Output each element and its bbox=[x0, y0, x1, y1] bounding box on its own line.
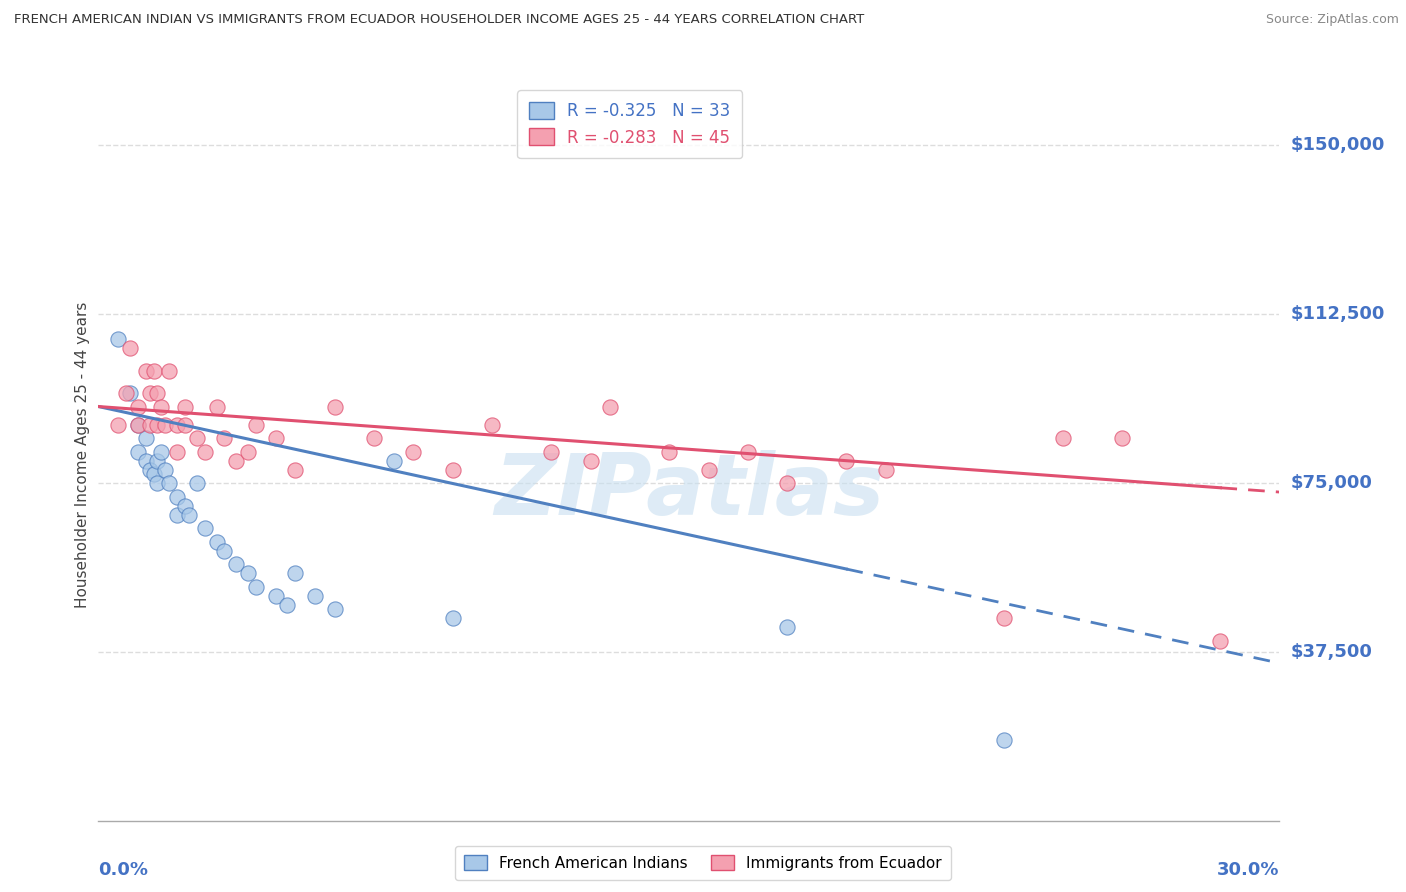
Point bbox=[157, 476, 180, 491]
Point bbox=[993, 732, 1015, 747]
Point bbox=[107, 417, 129, 432]
Point bbox=[363, 431, 385, 445]
Point bbox=[174, 417, 197, 432]
Point bbox=[441, 611, 464, 625]
Point bbox=[304, 589, 326, 603]
Point bbox=[186, 476, 208, 491]
Point bbox=[402, 444, 425, 458]
Point bbox=[194, 521, 217, 535]
Point bbox=[150, 400, 173, 414]
Point bbox=[146, 476, 169, 491]
Point bbox=[127, 444, 149, 458]
Point bbox=[264, 589, 287, 603]
Point bbox=[127, 417, 149, 432]
Point bbox=[323, 400, 346, 414]
Point bbox=[245, 580, 267, 594]
Point bbox=[174, 400, 197, 414]
Point bbox=[135, 431, 157, 445]
Text: FRENCH AMERICAN INDIAN VS IMMIGRANTS FROM ECUADOR HOUSEHOLDER INCOME AGES 25 - 4: FRENCH AMERICAN INDIAN VS IMMIGRANTS FRO… bbox=[14, 13, 865, 27]
Point bbox=[135, 363, 157, 377]
Y-axis label: Householder Income Ages 25 - 44 years: Householder Income Ages 25 - 44 years bbox=[75, 301, 90, 608]
Point bbox=[205, 534, 228, 549]
Point bbox=[155, 417, 177, 432]
Point bbox=[138, 462, 160, 476]
Point bbox=[142, 467, 165, 481]
Point bbox=[118, 341, 141, 355]
Point bbox=[138, 386, 160, 401]
Point bbox=[225, 557, 247, 571]
Point bbox=[236, 566, 259, 580]
Point bbox=[146, 453, 169, 467]
Point bbox=[276, 598, 298, 612]
Point bbox=[776, 476, 799, 491]
Point bbox=[599, 400, 621, 414]
Text: $150,000: $150,000 bbox=[1291, 136, 1385, 154]
Point bbox=[127, 400, 149, 414]
Point bbox=[214, 431, 236, 445]
Point bbox=[245, 417, 267, 432]
Point bbox=[214, 543, 236, 558]
Point bbox=[166, 508, 188, 522]
Point bbox=[579, 453, 602, 467]
Point bbox=[157, 363, 180, 377]
Text: ZIPatlas: ZIPatlas bbox=[494, 450, 884, 533]
Point bbox=[138, 417, 160, 432]
Point bbox=[1052, 431, 1074, 445]
Text: $37,500: $37,500 bbox=[1291, 643, 1372, 661]
Point bbox=[166, 417, 188, 432]
Text: $112,500: $112,500 bbox=[1291, 305, 1385, 323]
Point bbox=[142, 363, 165, 377]
Legend: French American Indians, Immigrants from Ecuador: French American Indians, Immigrants from… bbox=[456, 846, 950, 880]
Point bbox=[118, 386, 141, 401]
Point bbox=[155, 462, 177, 476]
Point bbox=[323, 602, 346, 616]
Point bbox=[540, 444, 562, 458]
Point bbox=[115, 386, 138, 401]
Point bbox=[194, 444, 217, 458]
Point bbox=[382, 453, 405, 467]
Point bbox=[225, 453, 247, 467]
Legend: R = -0.325   N = 33, R = -0.283   N = 45: R = -0.325 N = 33, R = -0.283 N = 45 bbox=[517, 90, 742, 158]
Point bbox=[835, 453, 858, 467]
Text: 30.0%: 30.0% bbox=[1218, 861, 1279, 879]
Point bbox=[174, 499, 197, 513]
Point bbox=[205, 400, 228, 414]
Point bbox=[146, 386, 169, 401]
Point bbox=[264, 431, 287, 445]
Point bbox=[1209, 633, 1232, 648]
Point bbox=[993, 611, 1015, 625]
Text: Source: ZipAtlas.com: Source: ZipAtlas.com bbox=[1265, 13, 1399, 27]
Point bbox=[135, 453, 157, 467]
Point bbox=[658, 444, 681, 458]
Point bbox=[284, 566, 307, 580]
Point bbox=[284, 462, 307, 476]
Point bbox=[481, 417, 503, 432]
Point bbox=[776, 620, 799, 634]
Point bbox=[236, 444, 259, 458]
Text: 0.0%: 0.0% bbox=[98, 861, 149, 879]
Point bbox=[166, 490, 188, 504]
Point bbox=[127, 417, 149, 432]
Point bbox=[177, 508, 200, 522]
Text: $75,000: $75,000 bbox=[1291, 474, 1372, 492]
Point bbox=[697, 462, 720, 476]
Point bbox=[737, 444, 759, 458]
Point bbox=[150, 444, 173, 458]
Point bbox=[441, 462, 464, 476]
Point bbox=[186, 431, 208, 445]
Point bbox=[875, 462, 897, 476]
Point bbox=[166, 444, 188, 458]
Point bbox=[1111, 431, 1133, 445]
Point bbox=[146, 417, 169, 432]
Point bbox=[107, 332, 129, 346]
